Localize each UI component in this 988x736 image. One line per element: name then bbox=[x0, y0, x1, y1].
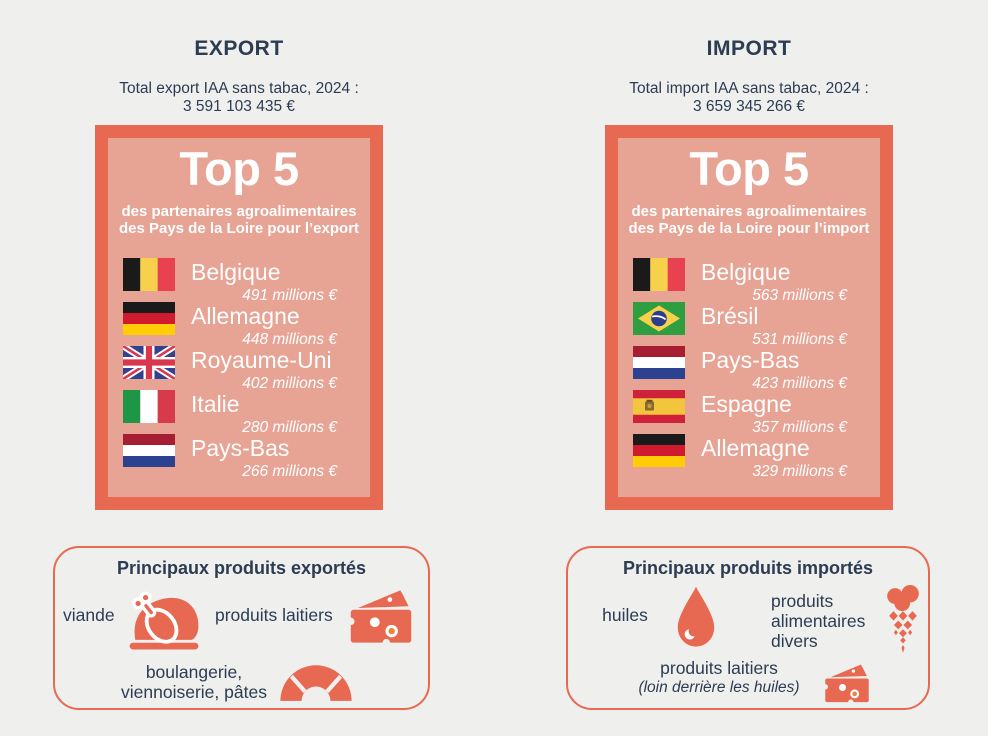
import-total-line2: 3 659 345 266 € bbox=[692, 97, 806, 115]
oil-droplet-icon bbox=[671, 584, 721, 650]
product-label-pl-line2: (loin derrière les huiles) bbox=[638, 679, 800, 696]
import-total-line1: Total import IAA sans tabac, 2024 : bbox=[629, 80, 869, 97]
partner-row: Espagne 357 millions € bbox=[633, 390, 847, 436]
croissant-icon bbox=[277, 652, 355, 704]
belgium-flag-icon bbox=[633, 258, 685, 291]
import-products-title: Principaux produits importés bbox=[622, 558, 874, 578]
partner-amount: 329 millions € bbox=[752, 463, 847, 480]
product-label-pad-line3: divers bbox=[771, 631, 818, 651]
product-label-huiles: huiles bbox=[602, 605, 648, 625]
partner-country: Pays-Bas bbox=[191, 435, 290, 461]
partner-row: Allemagne 329 millions € bbox=[633, 434, 847, 480]
product-label-viande: viande bbox=[63, 605, 115, 625]
export-title: EXPORT bbox=[194, 37, 284, 60]
cheese-icon bbox=[345, 584, 417, 648]
italy-flag-icon bbox=[123, 390, 175, 423]
export-products-title: Principaux produits exportés bbox=[116, 558, 367, 578]
partner-row: Belgique 563 millions € bbox=[633, 258, 847, 304]
partner-amount: 448 millions € bbox=[242, 331, 337, 348]
partner-amount: 531 millions € bbox=[752, 331, 847, 348]
partner-row: Pays-Bas 266 millions € bbox=[123, 434, 337, 480]
partner-row: Italie 280 millions € bbox=[123, 390, 337, 436]
partner-country: Pays-Bas bbox=[701, 347, 800, 373]
partner-row: Pays-Bas 423 millions € bbox=[633, 346, 847, 392]
partner-row: Allemagne 448 millions € bbox=[123, 302, 337, 348]
cheese-icon bbox=[818, 660, 876, 706]
product-label-boulangerie-line2: viennoiserie, pâtes bbox=[121, 682, 267, 702]
belgium-flag-icon bbox=[123, 258, 175, 291]
partner-country: Belgique bbox=[191, 259, 281, 285]
partner-row: Belgique 491 millions € bbox=[123, 258, 337, 304]
ice-cream-icon bbox=[884, 578, 922, 660]
partner-country: Allemagne bbox=[191, 303, 300, 329]
partner-amount: 402 millions € bbox=[242, 375, 337, 392]
export-top5-heading: Top 5 bbox=[179, 142, 299, 195]
import-top5-panel: Top 5 des partenaires agroalimentaires d… bbox=[605, 125, 893, 510]
import-top5-heading: Top 5 bbox=[689, 142, 809, 195]
germany-flag-icon bbox=[123, 302, 175, 335]
export-top5-subheading-line2: des Pays de la Loire pour l’export bbox=[118, 219, 360, 237]
import-top5-subheading-line1: des partenaires agroalimentaires bbox=[631, 203, 867, 220]
partner-amount: 423 millions € bbox=[752, 375, 847, 392]
export-top5-panel: Top 5 des partenaires agroalimentaires d… bbox=[95, 125, 383, 510]
partner-amount: 563 millions € bbox=[752, 287, 847, 304]
brazil-flag-icon bbox=[633, 302, 685, 335]
export-top5-subheading-line1: des partenaires agroalimentaires bbox=[121, 203, 357, 220]
import-total: Total import IAA sans tabac, 2024 : 3 65… bbox=[589, 80, 909, 115]
germany-flag-icon bbox=[633, 434, 685, 467]
import-title: IMPORT bbox=[706, 37, 792, 60]
product-label-produits-laitiers: produits laitiers bbox=[215, 605, 333, 625]
product-label-pad-line2: alimentaires bbox=[771, 611, 866, 631]
uk-flag-icon bbox=[123, 346, 175, 379]
netherlands-flag-icon bbox=[123, 434, 175, 467]
export-total-line2: 3 591 103 435 € bbox=[182, 97, 296, 115]
export-products-box: Principaux produits exportés viande prod… bbox=[53, 546, 430, 710]
spain-flag-icon bbox=[633, 390, 685, 423]
product-label-boulangerie: boulangerie, viennoiserie, pâtes bbox=[94, 662, 294, 702]
partner-row: Royaume-Uni 402 millions € bbox=[123, 346, 337, 392]
partner-country: Allemagne bbox=[701, 435, 810, 461]
partner-country: Italie bbox=[191, 391, 240, 417]
partner-amount: 491 millions € bbox=[242, 287, 337, 304]
partner-country: Brésil bbox=[701, 303, 759, 329]
export-total: Total export IAA sans tabac, 2024 : 3 59… bbox=[79, 80, 399, 115]
partner-amount: 266 millions € bbox=[242, 463, 337, 480]
product-label-pad-line1: produits bbox=[771, 591, 834, 611]
export-total-line1: Total export IAA sans tabac, 2024 : bbox=[119, 80, 359, 97]
product-label-produits-alimentaires-divers: produits alimentaires divers bbox=[771, 591, 865, 651]
product-label-boulangerie-line1: boulangerie, bbox=[145, 662, 243, 682]
import-top5-subheading-line2: des Pays de la Loire pour l’import bbox=[628, 219, 870, 237]
import-top5-subheading: des partenaires agroalimentaires des Pay… bbox=[605, 203, 893, 237]
partner-country: Royaume-Uni bbox=[191, 347, 332, 373]
partner-amount: 280 millions € bbox=[242, 419, 337, 436]
import-products-box: Principaux produits importés huiles prod… bbox=[566, 546, 930, 710]
partner-row: Brésil 531 millions € bbox=[633, 302, 847, 348]
roast-poultry-icon bbox=[121, 582, 207, 652]
partner-country: Belgique bbox=[701, 259, 791, 285]
export-top5-subheading: des partenaires agroalimentaires des Pay… bbox=[95, 203, 383, 237]
partner-amount: 357 millions € bbox=[752, 419, 847, 436]
product-label-pl-line1: produits laitiers bbox=[660, 658, 778, 678]
partner-country: Espagne bbox=[701, 391, 792, 417]
product-label-produits-laitiers-import: produits laitiers (loin derrière les hui… bbox=[599, 658, 839, 698]
netherlands-flag-icon bbox=[633, 346, 685, 379]
